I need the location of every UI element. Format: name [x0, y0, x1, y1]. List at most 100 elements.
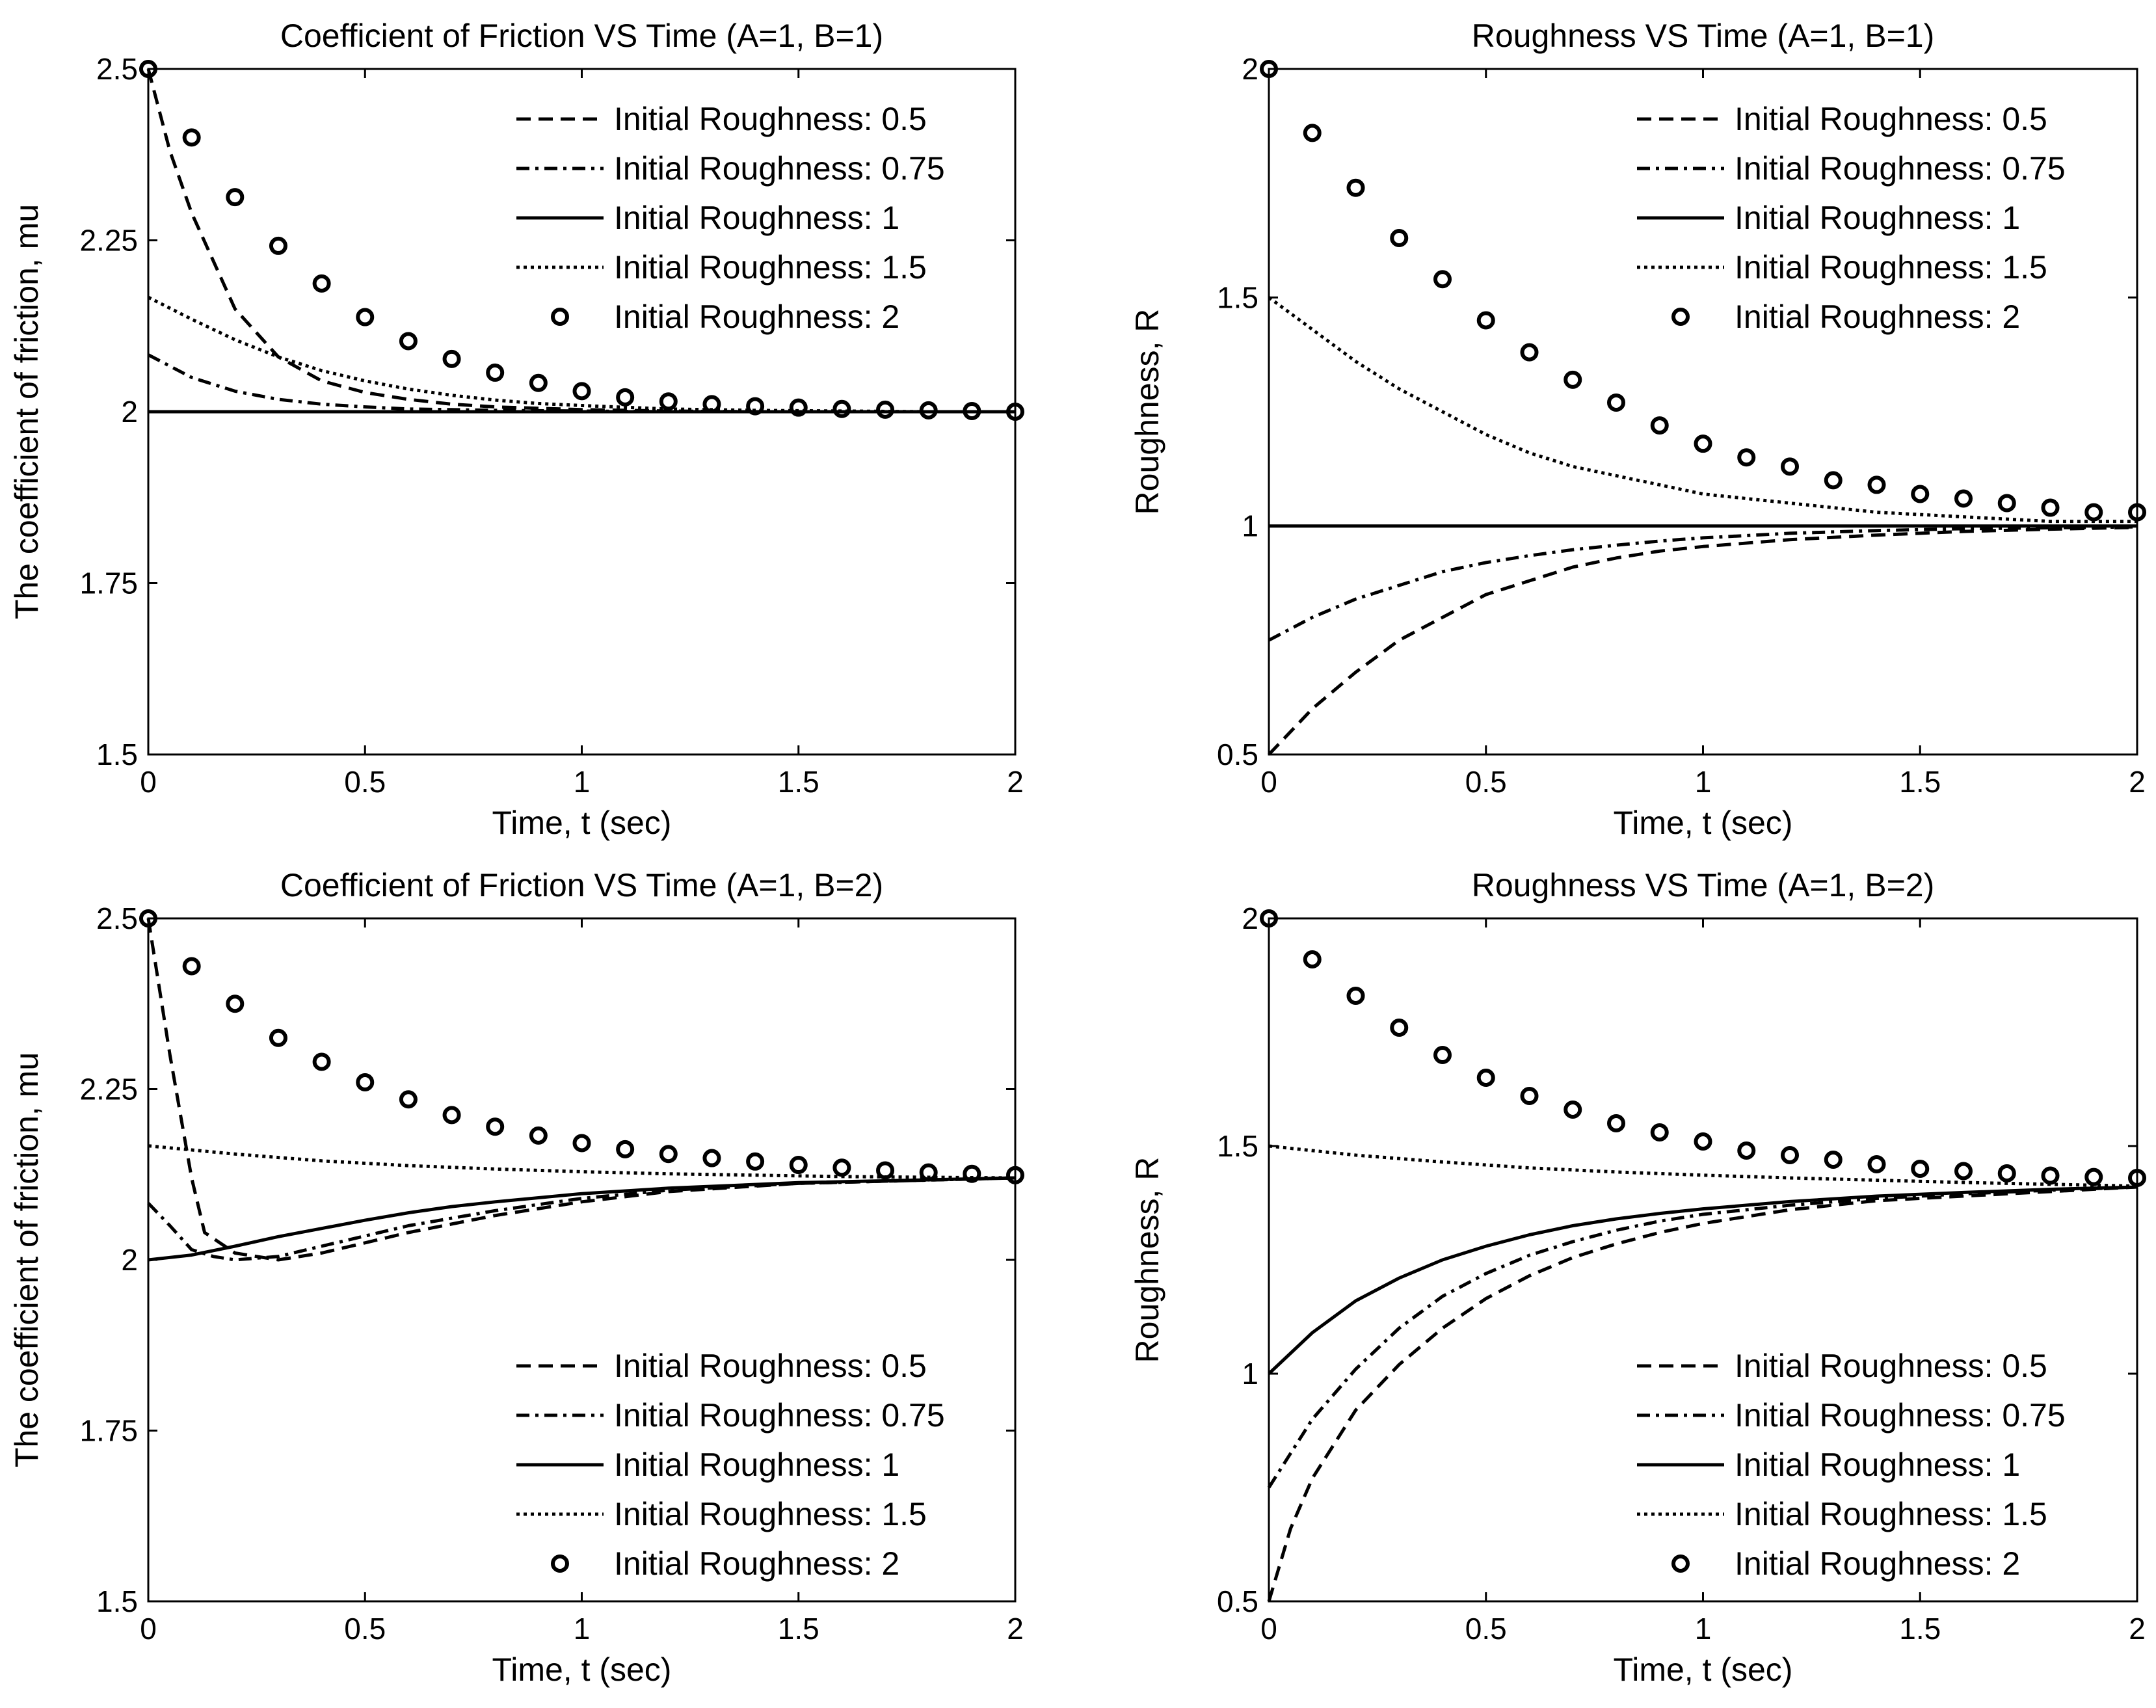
- data-point-marker: [399, 1090, 418, 1109]
- series-line-3: [1268, 296, 2137, 524]
- x-tick-label: 1.5: [1899, 1612, 1941, 1646]
- x-tick-label: 0.5: [1465, 1612, 1507, 1646]
- legend-marker: [551, 308, 569, 326]
- legend-entry: Initial Roughness: 1: [614, 200, 899, 236]
- x-tick-label: 1: [1695, 765, 1712, 799]
- data-point-marker: [1997, 494, 2016, 513]
- y-tick-label: 2.25: [79, 1073, 138, 1106]
- legend-entry: Initial Roughness: 1.5: [614, 1496, 927, 1532]
- legend-entry: Initial Roughness: 1.5: [614, 249, 927, 286]
- data-point-marker: [1260, 909, 1278, 927]
- data-point-marker: [1520, 343, 1539, 362]
- data-point-marker: [356, 1073, 375, 1091]
- series-line-0: [1268, 526, 2138, 756]
- data-point-marker: [1476, 1069, 1495, 1087]
- data-point-marker: [832, 1158, 851, 1177]
- data-point-marker: [1520, 1087, 1539, 1105]
- y-tick-label: 1: [1242, 509, 1258, 543]
- data-point-marker: [789, 398, 808, 417]
- legend-entry: Initial Roughness: 1.5: [1735, 1496, 2047, 1532]
- data-point-marker: [2041, 1166, 2060, 1185]
- data-point-marker: [1476, 311, 1495, 330]
- legend-entry: Initial Roughness: 2: [614, 299, 899, 335]
- x-tick-label: 0.5: [344, 1612, 386, 1646]
- data-point-marker: [139, 60, 157, 78]
- legend-entry: Initial Roughness: 0.75: [1735, 1397, 2066, 1434]
- chart-friction-b1: 0 0.5 1 1.5 2 1.5 1.75 2 2.25 2.5 Coefficient of F…: [8, 18, 1024, 841]
- x-tick-label: 1.5: [778, 765, 819, 799]
- data-point-marker: [269, 236, 287, 255]
- data-point-marker: [442, 1106, 461, 1125]
- data-point-marker: [789, 1156, 808, 1175]
- y-tick-label: 2: [121, 395, 138, 429]
- x-tick-label: 2: [1007, 765, 1024, 799]
- y-tick-label: 1.75: [79, 567, 138, 600]
- data-point-marker: [182, 128, 201, 147]
- data-point-marker: [356, 308, 375, 327]
- x-axis-label: Time, t (sec): [492, 805, 672, 841]
- x-axis-label: Time, t (sec): [1614, 805, 1793, 841]
- chart-title: Coefficient of Friction VS Time (A=1, B=…: [280, 18, 883, 54]
- x-tick-label: 1.5: [1899, 765, 1941, 799]
- y-tick-label: 2.5: [96, 901, 138, 935]
- data-point-marker: [1954, 489, 1973, 508]
- y-tick-label: 1.5: [1217, 1129, 1258, 1163]
- data-point-marker: [442, 349, 461, 368]
- legend-entry: Initial Roughness: 0.5: [614, 101, 927, 137]
- legend-entry: Initial Roughness: 2: [1735, 1545, 2020, 1582]
- series-line-1: [1268, 525, 2138, 642]
- data-point-marker: [486, 363, 505, 382]
- x-tick-label: 0: [1260, 1612, 1277, 1646]
- y-axis-label: The coefficient of friction, mu: [8, 1052, 45, 1467]
- legend-marker: [1671, 308, 1690, 326]
- x-tick-label: 1: [574, 765, 591, 799]
- data-point-marker: [1694, 434, 1712, 453]
- x-tick-label: 2: [2129, 1612, 2146, 1646]
- x-tick-label: 1: [574, 1612, 591, 1646]
- series-line-2: [1268, 1185, 2138, 1375]
- data-point-marker: [529, 373, 548, 392]
- data-point-marker: [1006, 1166, 1024, 1184]
- data-point-marker: [572, 1134, 591, 1153]
- data-point-marker: [1781, 1146, 1799, 1164]
- y-tick-label: 1.75: [79, 1414, 138, 1448]
- data-point-marker: [702, 1149, 721, 1168]
- x-tick-label: 0: [140, 765, 157, 799]
- x-tick-label: 2: [1007, 1612, 1024, 1646]
- chart-title: Roughness VS Time (A=1, B=2): [1472, 867, 1934, 903]
- y-tick-label: 2: [121, 1243, 138, 1277]
- data-point-marker: [616, 1140, 635, 1158]
- series-line-1: [147, 1176, 1016, 1262]
- legend-entry: Initial Roughness: 0.5: [1735, 1348, 2047, 1384]
- series-line-2: [148, 1176, 1016, 1262]
- y-tick-label: 1.5: [1217, 280, 1258, 314]
- x-tick-label: 1.5: [778, 1612, 819, 1646]
- legend-entry: Initial Roughness: 0.5: [614, 1348, 927, 1384]
- data-point-marker: [1346, 178, 1365, 197]
- data-point-marker: [1737, 448, 1756, 467]
- data-point-marker: [702, 395, 721, 414]
- legend-entry: Initial Roughness: 1: [1735, 1447, 2020, 1483]
- data-point-marker: [1303, 124, 1322, 142]
- legend-entry: Initial Roughness: 1: [1735, 200, 2020, 236]
- data-point-marker: [919, 1163, 938, 1182]
- legend-entry: Initial Roughness: 0.75: [614, 150, 945, 187]
- y-tick-label: 1.5: [96, 738, 138, 771]
- y-tick-label: 2.5: [96, 52, 138, 86]
- series-line-1: [147, 353, 1015, 414]
- x-axis-label: Time, t (sec): [1614, 1651, 1793, 1688]
- data-point-marker: [1564, 370, 1582, 389]
- data-point-marker: [529, 1126, 548, 1145]
- data-point-marker: [2084, 503, 2103, 522]
- data-point-marker: [1824, 1151, 1843, 1169]
- y-axis-label: Roughness, R: [1129, 1157, 1165, 1363]
- data-point-marker: [182, 957, 201, 976]
- legend-entry: Initial Roughness: 1.5: [1735, 249, 2047, 286]
- data-point-marker: [1390, 1019, 1409, 1037]
- data-point-marker: [312, 274, 331, 293]
- data-point-marker: [1824, 471, 1843, 490]
- series-line-3: [1268, 1144, 2138, 1188]
